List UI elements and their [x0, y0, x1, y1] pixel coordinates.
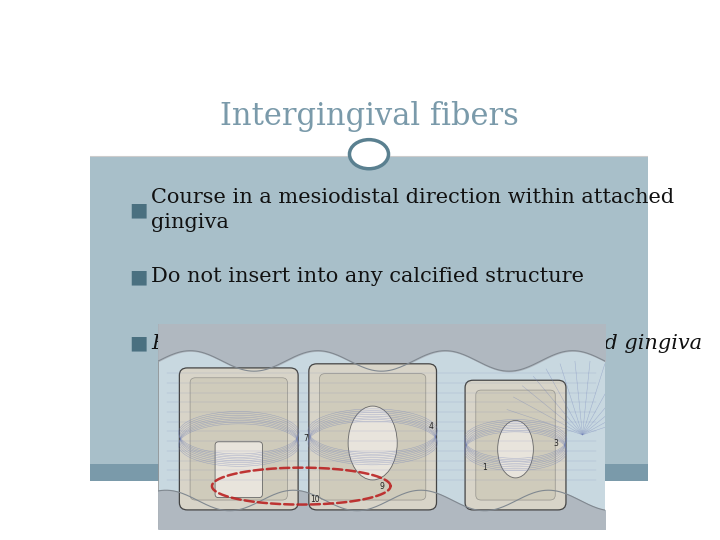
Text: Course in a mesiodistal direction within attached
gingiva: Course in a mesiodistal direction within… [151, 188, 675, 232]
FancyBboxPatch shape [90, 156, 648, 481]
FancyBboxPatch shape [158, 324, 605, 529]
FancyBboxPatch shape [320, 374, 426, 500]
Text: 3: 3 [553, 438, 558, 448]
Ellipse shape [498, 421, 534, 478]
Text: 9: 9 [379, 482, 384, 491]
Text: 10: 10 [310, 495, 320, 504]
Text: ■: ■ [129, 267, 148, 286]
FancyBboxPatch shape [465, 380, 566, 510]
FancyBboxPatch shape [179, 368, 298, 510]
FancyBboxPatch shape [90, 65, 648, 156]
FancyBboxPatch shape [190, 378, 287, 500]
Text: 1: 1 [482, 463, 487, 472]
Circle shape [349, 140, 389, 168]
FancyBboxPatch shape [476, 390, 555, 500]
Text: ■: ■ [129, 201, 148, 220]
Text: Intergingival fibers: Intergingival fibers [220, 102, 518, 132]
Text: Do not insert into any calcified structure: Do not insert into any calcified structu… [151, 267, 585, 286]
Text: Provide form, support &contour of attached gingiva: Provide form, support &contour of attach… [151, 334, 703, 353]
Text: ■: ■ [129, 334, 148, 353]
FancyBboxPatch shape [309, 364, 436, 510]
FancyBboxPatch shape [90, 464, 648, 481]
Ellipse shape [348, 406, 397, 480]
Text: 4: 4 [428, 422, 433, 431]
FancyBboxPatch shape [215, 442, 262, 497]
Text: 7: 7 [303, 434, 308, 443]
